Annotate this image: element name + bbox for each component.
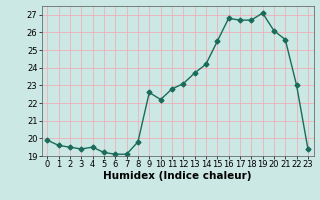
X-axis label: Humidex (Indice chaleur): Humidex (Indice chaleur) [103, 171, 252, 181]
